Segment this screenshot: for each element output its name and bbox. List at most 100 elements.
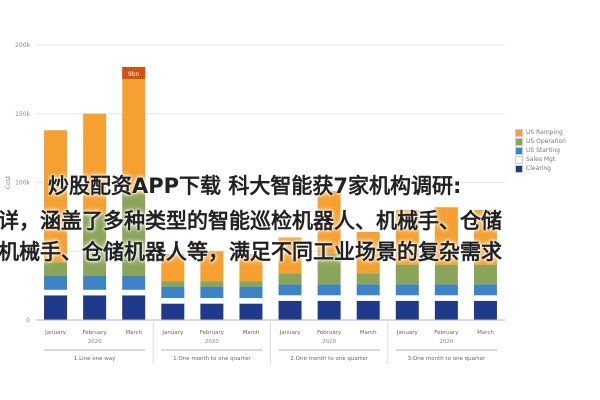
bar-segment	[161, 303, 185, 320]
bar-segment	[395, 295, 420, 301]
bar-segment	[44, 262, 68, 276]
bar-segment	[200, 303, 224, 320]
x-tick-label: February	[434, 330, 459, 336]
x-tick-label: February	[317, 330, 342, 336]
bar-segment	[356, 284, 380, 296]
bar-segment	[317, 254, 341, 285]
legend-label: Clearing	[526, 165, 551, 172]
bar-segment	[434, 300, 458, 320]
bar-segment	[356, 232, 380, 274]
y-tick-label: 0	[26, 317, 30, 324]
bar-segment	[434, 207, 458, 265]
bar-segment	[434, 295, 459, 301]
bar-segment	[44, 276, 68, 290]
x-tick-label: January	[161, 330, 184, 336]
legend-item: US Starting	[515, 146, 600, 155]
x-tick-label: January	[396, 330, 419, 336]
bar-segment	[43, 289, 68, 296]
x-group-label: 3.One month to one quarter	[408, 356, 486, 362]
bar-segment	[239, 297, 263, 304]
x-group-label: 2.One month to one quarter	[290, 356, 368, 362]
bar-segment	[473, 300, 497, 320]
bar-segment	[317, 300, 341, 320]
bar-segment	[473, 210, 497, 265]
legend-swatch	[515, 164, 523, 173]
bar-segment	[239, 281, 263, 287]
bar-segment	[239, 303, 263, 320]
bar-segment	[395, 300, 419, 320]
bar-segment	[161, 287, 185, 298]
bar-segment	[83, 276, 107, 290]
bar-segment	[161, 281, 185, 287]
bar-segment	[200, 297, 224, 304]
y-axis-label: Cost	[5, 175, 12, 189]
y-tick-label: 50k	[19, 248, 31, 255]
bar-segment	[121, 289, 146, 296]
bar-segment	[278, 284, 302, 296]
bar-segment	[278, 237, 302, 274]
highlight-bar-cap	[122, 67, 146, 79]
bar-segment	[83, 295, 107, 320]
bar-segment	[356, 273, 380, 285]
y-tick-label: 100k	[15, 180, 30, 187]
bar-segment	[44, 130, 68, 263]
legend-label: Sales Mgt	[526, 156, 556, 163]
legend-item: US Ramping	[515, 128, 600, 137]
bar-segment	[317, 284, 341, 296]
legend-item: Clearing	[515, 164, 600, 173]
bar-segment	[161, 297, 185, 304]
x-tick-label: March	[125, 330, 142, 336]
bar-segment	[356, 300, 380, 320]
legend-swatch	[515, 128, 523, 137]
bar-segment	[239, 287, 263, 298]
x-group-year: 2020	[88, 339, 102, 345]
x-group-year: 2020	[439, 339, 453, 345]
bar-segment	[122, 67, 146, 194]
x-tick-label: February	[82, 330, 107, 336]
x-tick-label: March	[477, 330, 494, 336]
x-group-year: 2020	[322, 339, 336, 345]
bar-segment	[434, 265, 458, 285]
legend-item: Sales Mgt	[515, 155, 600, 164]
bar-segment	[200, 251, 224, 282]
bar-segment	[473, 284, 497, 296]
bar-segment	[278, 300, 302, 320]
y-tick-label: 200k	[15, 42, 30, 49]
x-group-label: 1.One month to one quarter	[173, 356, 251, 362]
legend-swatch	[515, 137, 523, 146]
bar-segment	[83, 215, 107, 276]
legend-label: US Operation	[526, 138, 566, 145]
bar-segment	[122, 295, 146, 320]
x-tick-label: February	[200, 330, 225, 336]
x-group-year: 2020	[205, 339, 219, 345]
legend-label: US Ramping	[526, 129, 563, 136]
bar-segment	[395, 284, 419, 296]
overlay-headline: 炒股配资APP下载 科大智能获7家机构调研:	[48, 174, 462, 198]
bar-segment	[356, 295, 380, 301]
y-tick-label: 150k	[15, 111, 30, 118]
bar-segment	[434, 284, 458, 296]
bar-segment	[317, 190, 341, 254]
x-tick-label: January	[44, 330, 67, 336]
highlight-bar-label: 9bn	[128, 71, 140, 78]
bar-segment	[82, 289, 107, 296]
legend-label: US Starting	[526, 147, 561, 154]
overlay-text-line-3: 机械手、仓储机器人等，满足不同工业场景的复杂需求	[0, 240, 502, 264]
chart-legend: US Ramping US Operation US Starting Sales M…	[515, 128, 600, 173]
bar-segment	[44, 295, 68, 320]
bar-segment	[122, 276, 146, 290]
bar-segment	[122, 193, 146, 276]
legend-swatch	[515, 155, 523, 164]
bar-segment	[239, 254, 263, 282]
legend-swatch	[515, 146, 523, 155]
x-group-label: 1.Line one way	[74, 356, 116, 362]
bar-segment	[317, 295, 341, 301]
x-tick-label: March	[360, 330, 377, 336]
bar-segment	[200, 287, 224, 298]
bar-segment	[473, 265, 497, 285]
overlay-text-line-2: 详，涵盖了多种类型的智能巡检机器人、机械手、仓储	[0, 209, 502, 233]
bar-segment	[473, 295, 498, 301]
x-tick-label: January	[279, 330, 302, 336]
